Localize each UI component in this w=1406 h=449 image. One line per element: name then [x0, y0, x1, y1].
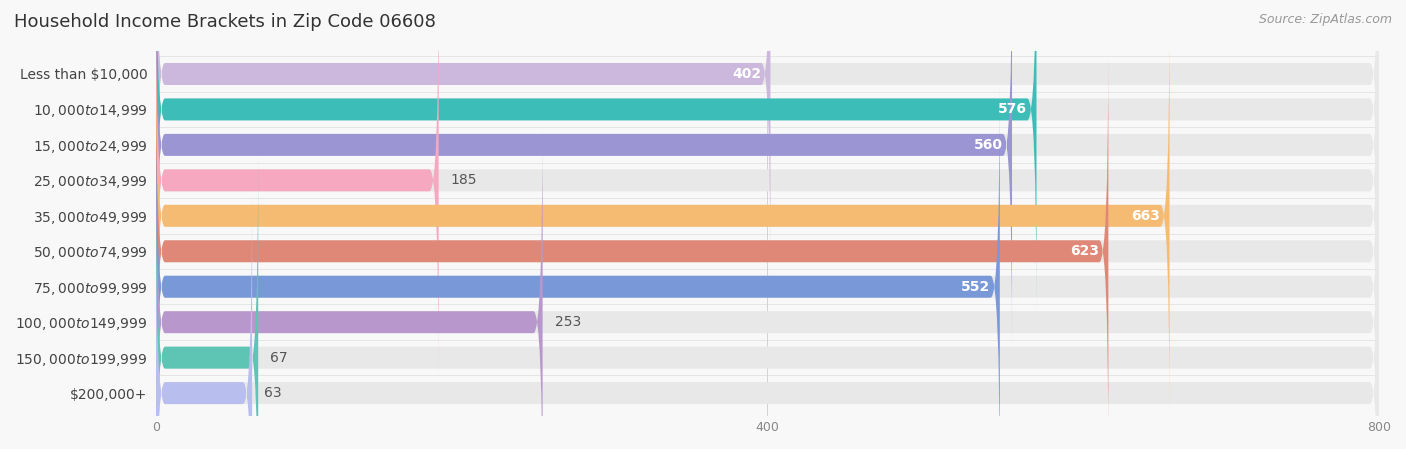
FancyBboxPatch shape — [156, 0, 770, 276]
FancyBboxPatch shape — [156, 85, 1000, 449]
FancyBboxPatch shape — [156, 0, 1036, 311]
Text: 67: 67 — [270, 351, 288, 365]
Text: 63: 63 — [264, 386, 283, 400]
FancyBboxPatch shape — [156, 120, 1379, 449]
Text: Source: ZipAtlas.com: Source: ZipAtlas.com — [1258, 13, 1392, 26]
FancyBboxPatch shape — [156, 0, 1379, 347]
Text: 623: 623 — [1070, 244, 1099, 258]
FancyBboxPatch shape — [156, 0, 439, 382]
Text: Household Income Brackets in Zip Code 06608: Household Income Brackets in Zip Code 06… — [14, 13, 436, 31]
FancyBboxPatch shape — [156, 156, 259, 449]
FancyBboxPatch shape — [156, 191, 252, 449]
FancyBboxPatch shape — [156, 191, 1379, 449]
Text: 576: 576 — [998, 102, 1028, 116]
Text: 253: 253 — [555, 315, 581, 329]
Text: 552: 552 — [962, 280, 991, 294]
FancyBboxPatch shape — [156, 0, 1379, 382]
FancyBboxPatch shape — [156, 14, 1379, 418]
FancyBboxPatch shape — [156, 85, 1379, 449]
FancyBboxPatch shape — [156, 0, 1012, 347]
FancyBboxPatch shape — [156, 156, 1379, 449]
Text: 663: 663 — [1132, 209, 1160, 223]
FancyBboxPatch shape — [156, 49, 1108, 449]
FancyBboxPatch shape — [156, 49, 1379, 449]
Text: 560: 560 — [974, 138, 1002, 152]
FancyBboxPatch shape — [156, 120, 543, 449]
FancyBboxPatch shape — [156, 14, 1170, 418]
FancyBboxPatch shape — [156, 0, 1379, 311]
FancyBboxPatch shape — [156, 0, 1379, 276]
Text: 185: 185 — [451, 173, 478, 187]
Text: 402: 402 — [733, 67, 761, 81]
